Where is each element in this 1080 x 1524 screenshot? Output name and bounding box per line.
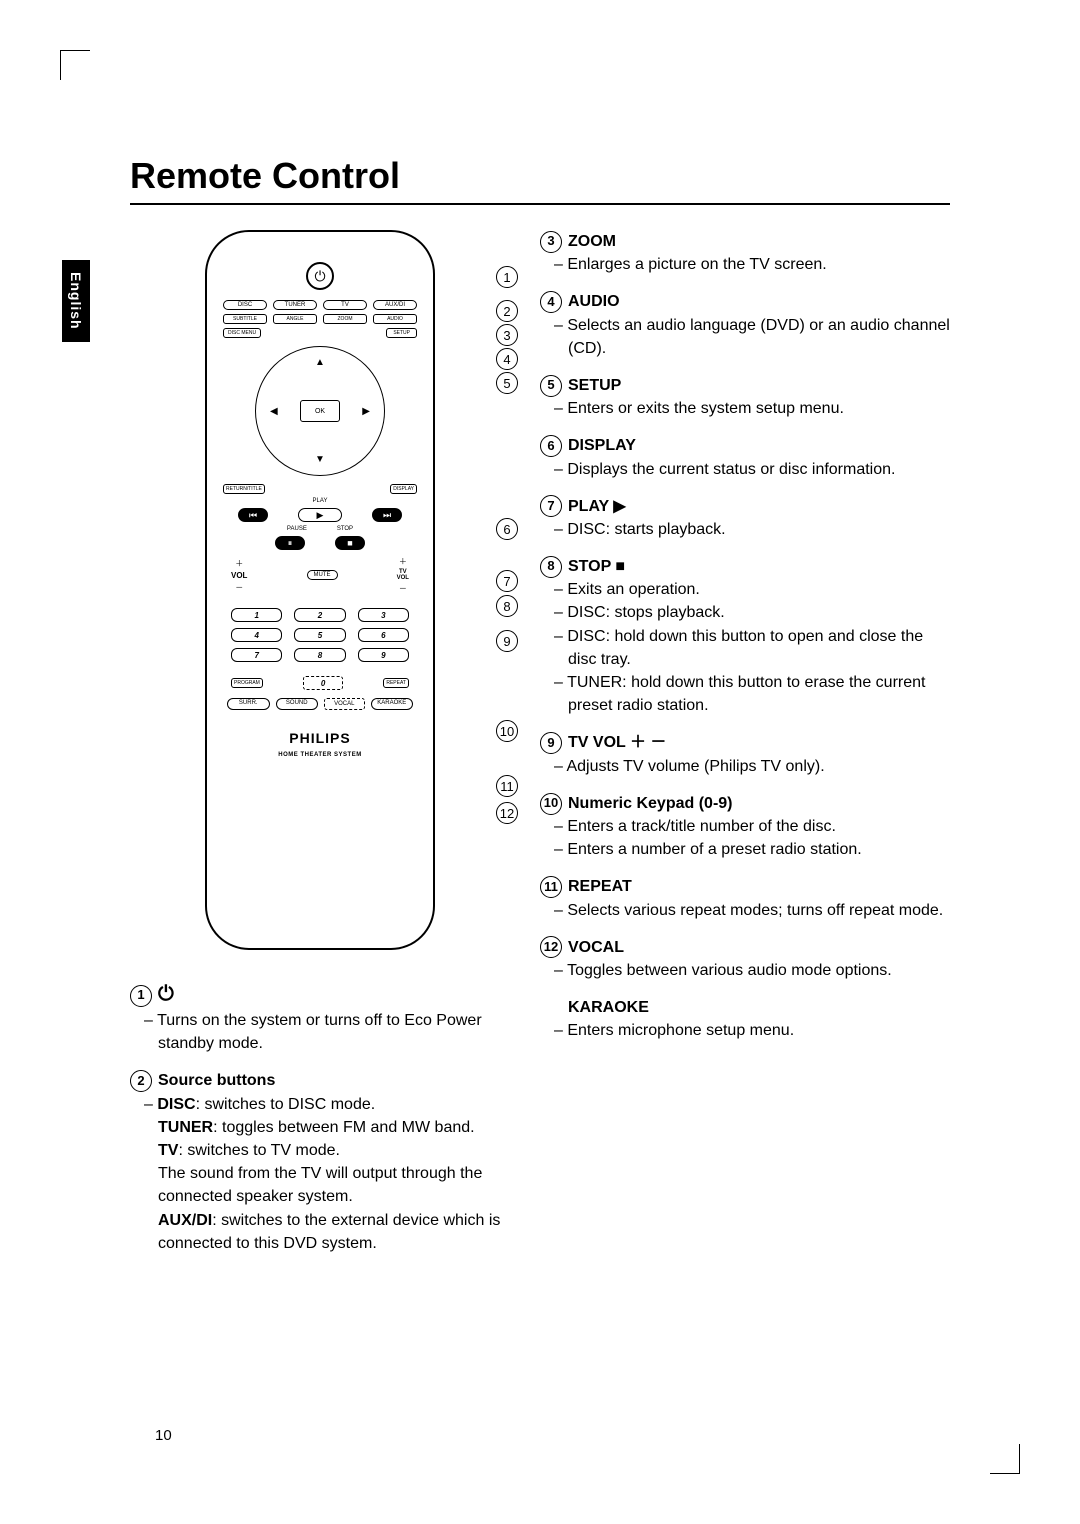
btn-angle: ANGLE: [273, 314, 317, 324]
arrow-down-icon: ▼: [315, 454, 325, 465]
page-title: Remote Control: [130, 155, 950, 197]
item-2: 2Source buttons DISC: switches to DISC m…: [130, 1069, 510, 1255]
item-10: 10Numeric Keypad (0-9)Enters a track/tit…: [540, 792, 950, 862]
btn-karaoke: KARAOKE: [371, 698, 414, 710]
right-column: 3ZOOMEnlarges a picture on the TV screen…: [540, 230, 950, 1269]
arrow-up-icon: ▲: [315, 357, 325, 368]
btn-audio: AUDIO: [373, 314, 417, 324]
next-icon: ⏭: [372, 508, 402, 522]
arrow-left-icon: ◀: [270, 406, 278, 417]
btn-zoom: ZOOM: [323, 314, 367, 324]
callout-9: 9: [496, 630, 518, 652]
vol-label: VOL: [231, 571, 247, 580]
btn-tuner: TUNER: [273, 300, 317, 310]
item-8: 8STOP ■Exits an operation.DISC: stops pl…: [540, 555, 950, 717]
callout-10: 10: [496, 720, 518, 742]
pause-icon: ⏸: [275, 536, 305, 550]
btn-vocal: VOCAL: [324, 698, 365, 710]
play-icon: ▶: [298, 508, 342, 522]
title-bar: Remote Control: [130, 155, 950, 205]
crop-mark-br: [990, 1444, 1020, 1474]
btn-tv: TV: [323, 300, 367, 310]
tvvol-label: TVVOL: [397, 569, 409, 581]
callout-2: 2: [496, 300, 518, 322]
btn-sound: SOUND: [276, 698, 319, 710]
stop-icon: ■: [335, 536, 365, 550]
callout-11: 11: [496, 775, 518, 797]
btn-disc: DISC: [223, 300, 267, 310]
brand-logo: PHILIPS: [223, 730, 417, 746]
numeric-keypad: 1 2 3 4 5 6 7 8 9: [231, 608, 409, 662]
btn-return: RETURN/TITLE: [223, 484, 265, 494]
item-1: 1⏻ Turns on the system or turns off to E…: [130, 980, 510, 1055]
btn-ok: OK: [300, 400, 340, 422]
callout-7: 7: [496, 570, 518, 592]
btn-discmenu: DISC MENU: [223, 328, 261, 338]
prev-icon: ⏮: [238, 508, 268, 522]
callout-1: 1: [496, 266, 518, 288]
pause-label: PAUSE: [287, 526, 307, 532]
item-5: 5SETUPEnters or exits the system setup m…: [540, 374, 950, 420]
language-tab: English: [62, 260, 90, 342]
btn-setup: SETUP: [386, 328, 417, 338]
callout-3: 3: [496, 324, 518, 346]
item-3: 3ZOOMEnlarges a picture on the TV screen…: [540, 230, 950, 276]
callout-5: 5: [496, 372, 518, 394]
page-number: 10: [155, 1427, 172, 1444]
btn-aux: AUX/DI: [373, 300, 417, 310]
btn-mute: MUTE: [307, 570, 338, 580]
item-9: 9TV VOL ＋ －Adjusts TV volume (Philips TV…: [540, 731, 950, 777]
item-11: 11REPEATSelects various repeat modes; tu…: [540, 875, 950, 921]
crop-mark-tl: [60, 50, 90, 80]
remote-diagram: ⏻ DISC TUNER TV AUX/DI SUBTITLE ANGLE ZO…: [170, 230, 470, 950]
power-symbol: ⏻: [158, 983, 174, 1005]
power-icon: ⏻: [306, 262, 334, 290]
dpad: ▲ ▼ ◀ ▶ OK: [255, 346, 385, 476]
item-karaoke: KARAOKE Enters microphone setup menu.: [540, 996, 950, 1042]
item-6: 6DISPLAYDisplays the current status or d…: [540, 434, 950, 480]
stop-label: STOP: [337, 526, 353, 532]
arrow-right-icon: ▶: [362, 406, 370, 417]
brand-subtitle: HOME THEATER SYSTEM: [223, 752, 417, 758]
btn-program: PROGRAM: [231, 678, 263, 688]
callout-8: 8: [496, 595, 518, 617]
callout-12: 12: [496, 802, 518, 824]
btn-zero: 0: [303, 676, 343, 690]
btn-repeat: REPEAT: [383, 678, 409, 688]
btn-display: DISPLAY: [390, 484, 417, 494]
play-label: PLAY: [223, 498, 417, 504]
btn-surr: SURR.: [227, 698, 270, 710]
item-4: 4AUDIOSelects an audio language (DVD) or…: [540, 290, 950, 360]
item-12: 12VOCALToggles between various audio mod…: [540, 936, 950, 982]
item-7: 7PLAY ▶DISC: starts playback.: [540, 495, 950, 541]
btn-subtitle: SUBTITLE: [223, 314, 267, 324]
callout-4: 4: [496, 348, 518, 370]
callout-6: 6: [496, 518, 518, 540]
